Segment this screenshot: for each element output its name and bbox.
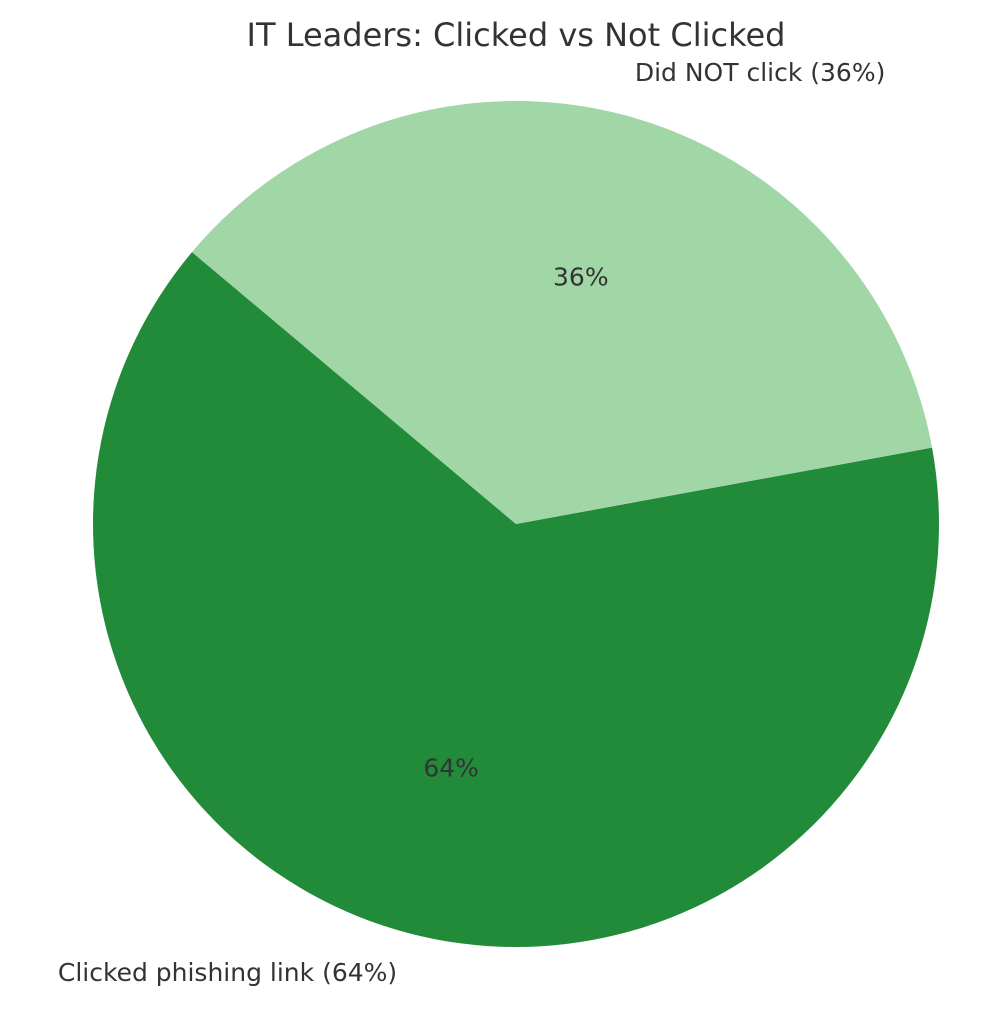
slice-percent-label-2: 36%	[553, 263, 609, 292]
pie-slice-1	[93, 252, 940, 948]
pie-slices	[93, 100, 940, 948]
chart-title: IT Leaders: Clicked vs Not Clicked	[247, 16, 786, 54]
pie-slice-2	[191, 100, 933, 524]
slice-category-label-2: Did NOT click (36%)	[635, 58, 886, 87]
pie-labels: 64% Clicked phishing link (64%) 36% Did NOT…	[58, 58, 885, 987]
slice-percent-label-1: 64%	[423, 753, 479, 782]
slice-category-label-1: Clicked phishing link (64%)	[58, 958, 397, 987]
